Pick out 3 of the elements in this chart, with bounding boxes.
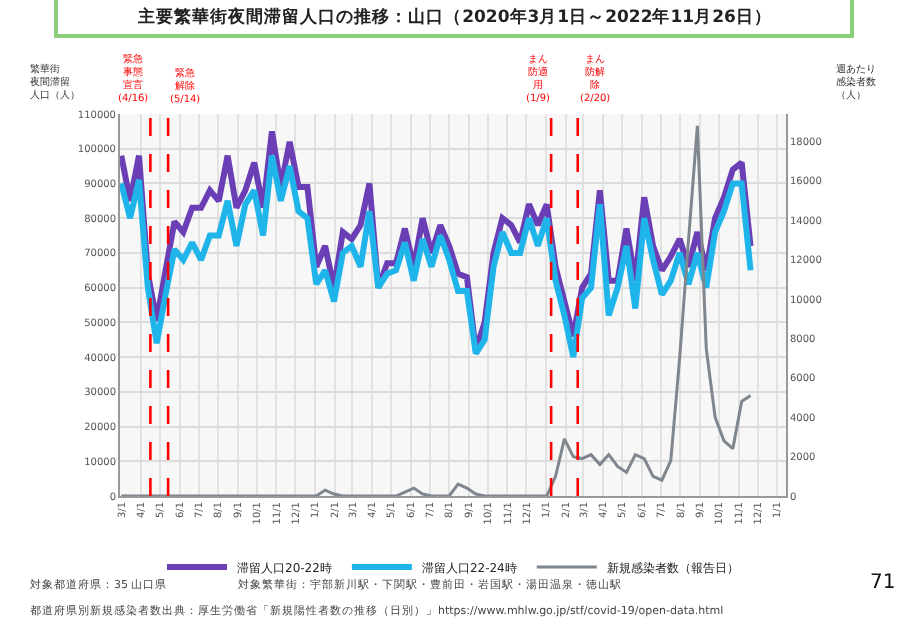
chart-title: 主要繁華街夜間滞留人口の推移：山口（2020年3月1日～2022年11月26日） (136, 6, 772, 28)
line-series (120, 124, 753, 496)
text: 71 (870, 572, 896, 594)
